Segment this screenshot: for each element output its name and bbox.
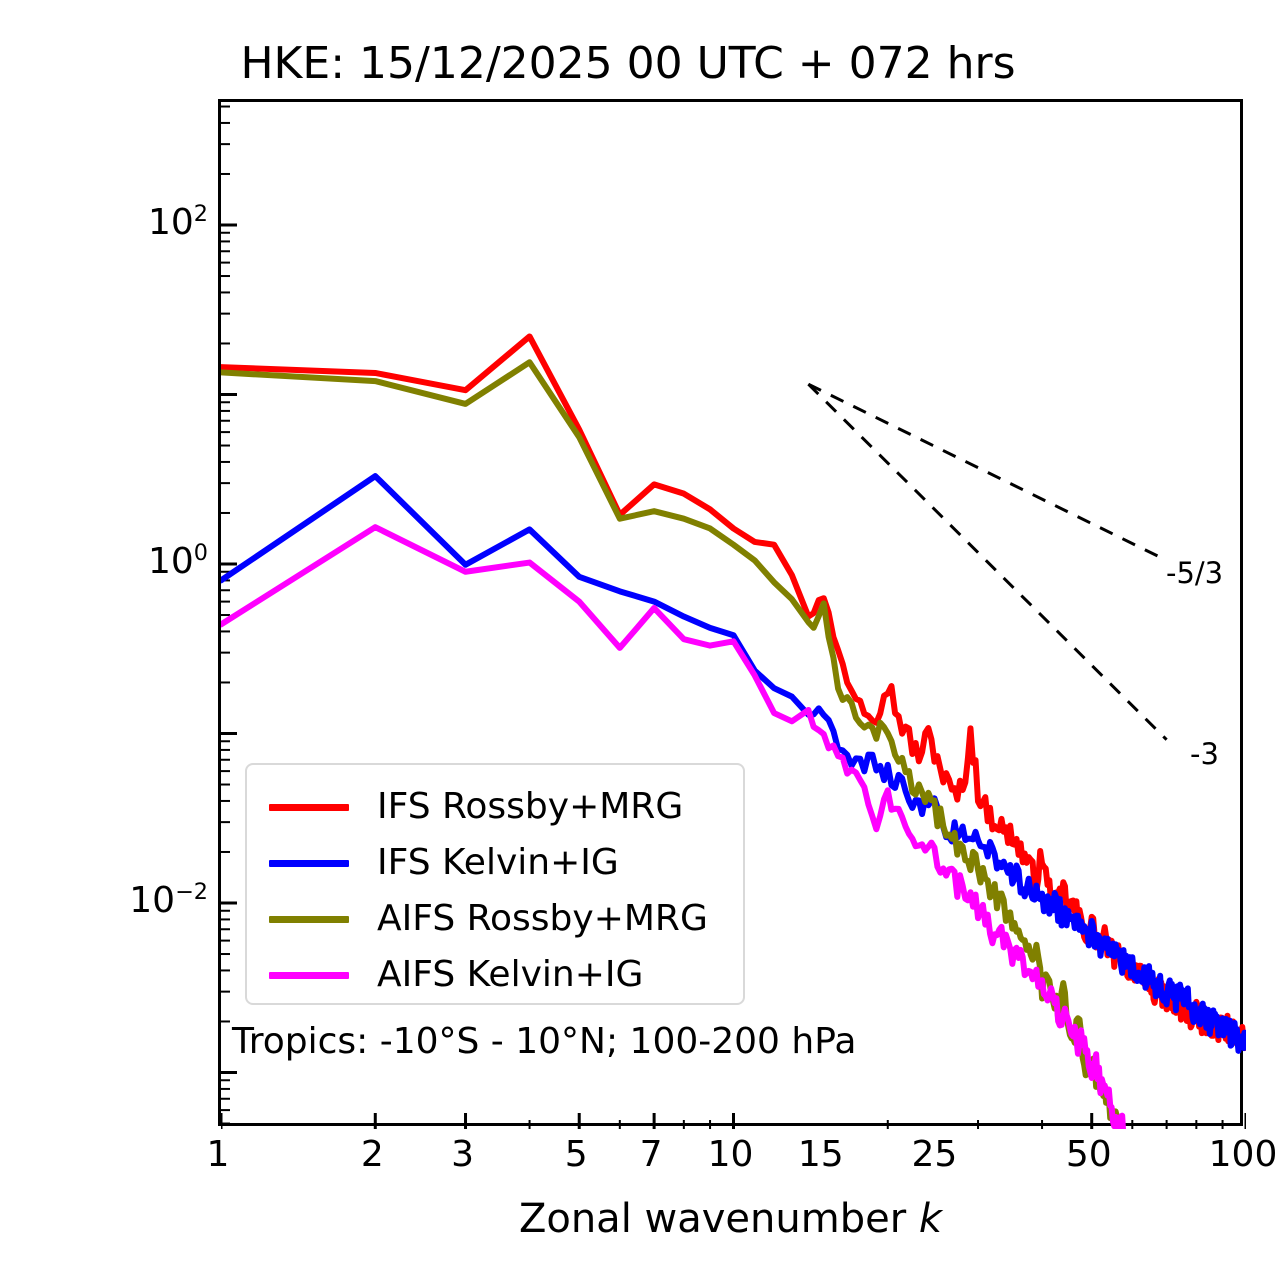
x-axis-label: Zonal wavenumber k — [218, 1196, 1243, 1242]
legend-item-label: IFS Kelvin+IG — [377, 842, 619, 883]
legend-color-swatch — [269, 859, 349, 867]
spectrum-plot — [221, 105, 1246, 1129]
slope-reference-line-five-thirds — [807, 382, 1168, 562]
legend-item[interactable]: AIFS Rossby+MRG — [247, 891, 743, 947]
legend-item[interactable]: IFS Rossby+MRG — [247, 779, 743, 835]
x-tick-label: 50 — [1065, 1134, 1112, 1175]
x-tick-label: 2 — [360, 1134, 384, 1175]
series-line-aifs-kelvin-ig — [221, 524, 1127, 1129]
slope-label-five-thirds: -5/3 — [1166, 556, 1224, 590]
x-axis-label-symbol: k — [918, 1196, 943, 1242]
x-tick-label: 25 — [911, 1134, 958, 1175]
legend-color-swatch — [269, 971, 349, 979]
legend-item[interactable]: AIFS Kelvin+IG — [247, 947, 743, 1003]
x-tick-label: 10 — [707, 1134, 754, 1175]
x-axis-label-text: Zonal wavenumber — [518, 1196, 919, 1242]
x-tick-label: 15 — [797, 1134, 844, 1175]
legend-item-label: AIFS Kelvin+IG — [377, 954, 644, 995]
y-tick-label: 102 — [147, 201, 208, 243]
tropics-annotation: Tropics: -10°S - 10°N; 100-200 hPa — [232, 1021, 857, 1062]
x-tick-label: 3 — [451, 1134, 474, 1175]
y-tick-label: 10−2 — [129, 879, 208, 921]
slope-label-minus-three: -3 — [1190, 737, 1219, 771]
legend: IFS Rossby+MRG IFS Kelvin+IG AIFS Rossby+M… — [245, 763, 745, 1005]
legend-item[interactable]: IFS Kelvin+IG — [247, 835, 743, 891]
series-line-aifs-rossby-mrg — [221, 359, 1124, 1129]
legend-item-label: IFS Rossby+MRG — [377, 786, 684, 827]
legend-color-swatch — [269, 803, 349, 811]
x-tick-label: 100 — [1208, 1134, 1278, 1175]
slope-reference-line-minus-three — [807, 383, 1168, 741]
x-tick-label: 7 — [639, 1134, 663, 1175]
legend-color-swatch — [269, 915, 349, 923]
x-tick-label: 5 — [564, 1134, 588, 1175]
y-tick-label: 100 — [147, 540, 208, 582]
legend-item-label: AIFS Rossby+MRG — [377, 898, 708, 939]
x-tick-label: 1 — [206, 1134, 230, 1175]
page-title: HKE: 15/12/2025 00 UTC + 072 hrs — [240, 38, 1016, 89]
